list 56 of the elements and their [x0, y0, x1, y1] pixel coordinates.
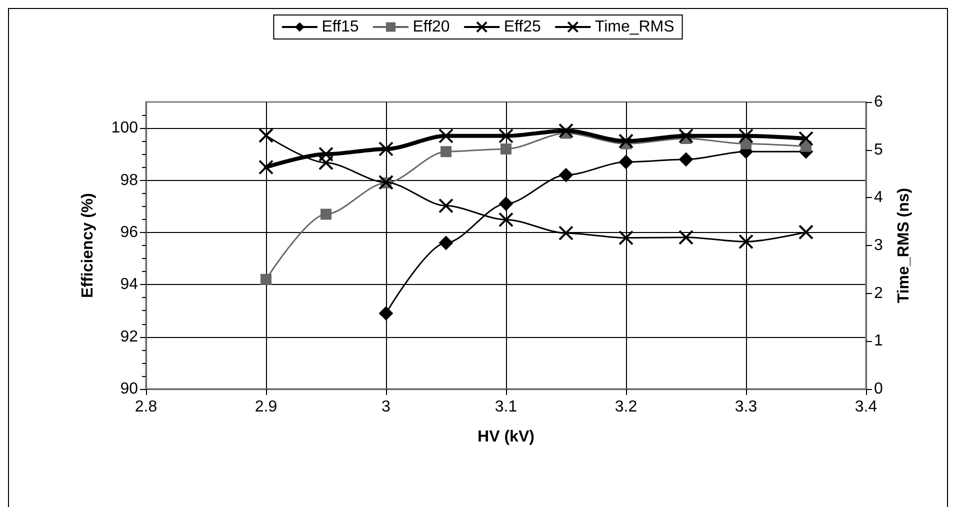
point	[258, 128, 274, 143]
y2-tick-label: 0	[874, 380, 883, 398]
y2-tick-label: 4	[874, 189, 883, 206]
point	[678, 230, 694, 245]
point	[498, 212, 514, 228]
point	[378, 141, 394, 156]
x-tick-label: 3.3	[734, 398, 758, 416]
y2-tick-label: 5	[874, 141, 883, 158]
x-tick-label: 2.8	[134, 398, 158, 416]
point	[498, 128, 514, 144]
point	[379, 306, 393, 320]
y2-tick-label: 6	[874, 94, 883, 110]
point	[738, 128, 754, 144]
x-tick-label: 3.2	[614, 398, 638, 416]
x-tick-label: 3.1	[494, 398, 518, 416]
x-axis-title: HV (kV)	[478, 428, 534, 446]
point	[678, 128, 694, 144]
point	[439, 236, 453, 250]
y-tick-label: 96	[120, 224, 138, 241]
point	[618, 134, 634, 149]
x-tick-label: 3.4	[854, 398, 878, 416]
point	[679, 152, 693, 166]
point	[558, 226, 574, 241]
y-tick-label: 90	[120, 380, 138, 398]
point	[798, 131, 814, 146]
point	[798, 224, 814, 240]
point	[258, 160, 274, 175]
y-tick-label: 98	[120, 172, 138, 189]
point	[559, 168, 573, 182]
point	[438, 128, 454, 144]
y2-tick-label: 1	[874, 332, 883, 350]
point	[260, 274, 272, 285]
y2-tick-label: 2	[874, 284, 883, 302]
point	[619, 155, 633, 170]
point	[438, 198, 454, 214]
y2-tick-label: 3	[874, 237, 883, 254]
point	[318, 155, 334, 170]
x-tick-label: 2.9	[254, 398, 278, 416]
legend-label: Eff20	[412, 18, 450, 36]
point	[618, 230, 634, 246]
point	[738, 234, 754, 250]
legend-label: Time_RMS	[594, 18, 674, 36]
y-tick-label: 94	[120, 276, 138, 294]
point	[499, 196, 513, 211]
point	[558, 123, 574, 138]
y2-axis-title: Time_RMS (ns)	[896, 188, 912, 304]
y-tick-label: 92	[120, 328, 138, 346]
point	[320, 208, 332, 220]
point	[500, 143, 512, 154]
legend-label: Eff15	[322, 18, 359, 36]
y-axis-title: Efficiency (%)	[80, 193, 96, 298]
point	[318, 146, 334, 162]
legend-label: Eff25	[504, 18, 541, 36]
x-tick-label: 3	[382, 398, 391, 416]
point	[440, 146, 452, 158]
y-tick-label: 100	[111, 120, 138, 137]
